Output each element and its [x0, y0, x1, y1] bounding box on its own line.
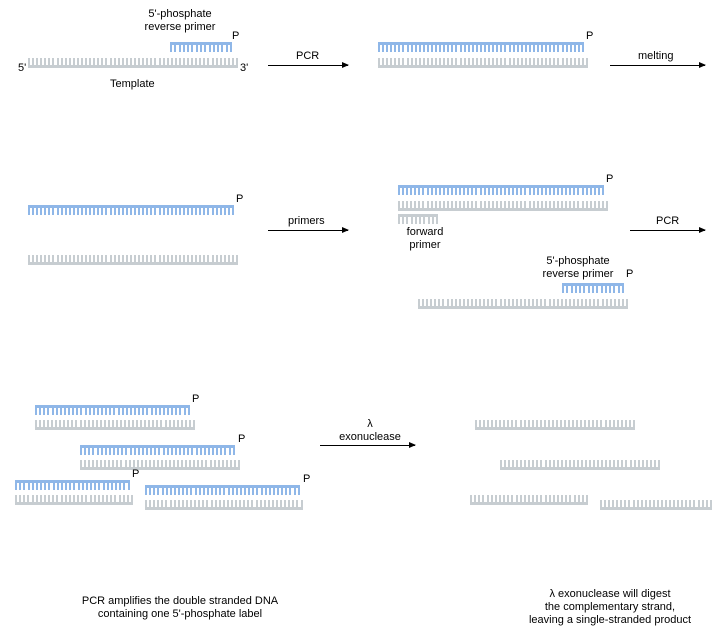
- dna-strand: [145, 500, 303, 510]
- process-arrow: [268, 230, 348, 231]
- diagram-label: P: [303, 473, 310, 486]
- diagram-label: forwardprimer: [400, 226, 450, 252]
- diagram-label: λ exonuclease will digestthe complementa…: [500, 588, 720, 628]
- diagram-label: 3': [240, 62, 248, 75]
- process-arrow: [320, 445, 415, 446]
- dna-strand: [600, 500, 712, 510]
- dna-strand: [28, 255, 238, 265]
- process-arrow: [610, 65, 705, 66]
- diagram-label: P: [232, 30, 239, 43]
- diagram-label: P: [238, 433, 245, 446]
- dna-strand: [398, 214, 438, 224]
- dna-strand: [378, 58, 588, 68]
- dna-strand: [475, 420, 635, 430]
- dna-strand: [170, 42, 232, 52]
- diagram-label: 5': [18, 62, 26, 75]
- diagram-label: P: [606, 173, 613, 186]
- diagram-label: PCR: [296, 50, 319, 63]
- process-arrow: [630, 230, 705, 231]
- diagram-label: primers: [288, 215, 325, 228]
- dna-strand: [470, 495, 588, 505]
- dna-strand: [15, 480, 130, 490]
- diagram-label: λexonuclease: [335, 418, 405, 444]
- dna-strand: [145, 485, 300, 495]
- dna-strand: [80, 445, 235, 455]
- dna-strand: [398, 185, 604, 195]
- diagram-label: PCR amplifies the double stranded DNAcon…: [60, 595, 300, 621]
- dna-strand: [15, 495, 133, 505]
- diagram-label: PCR: [656, 215, 679, 228]
- diagram-label: P: [626, 268, 633, 281]
- dna-strand: [28, 58, 238, 68]
- diagram-label: P: [236, 193, 243, 206]
- dna-strand: [378, 42, 584, 52]
- dna-strand: [35, 405, 190, 415]
- dna-strand: [562, 283, 624, 293]
- dna-strand: [398, 201, 608, 211]
- dna-strand: [418, 299, 628, 309]
- diagram-label: melting: [638, 50, 673, 63]
- process-arrow: [268, 65, 348, 66]
- diagram-label: P: [586, 30, 593, 43]
- diagram-label: P: [192, 393, 199, 406]
- diagram-label: P: [132, 468, 139, 481]
- dna-strand: [500, 460, 660, 470]
- diagram-label: 5'-phosphatereverse primer: [130, 8, 230, 34]
- dna-strand: [80, 460, 240, 470]
- dna-strand: [35, 420, 195, 430]
- dna-strand: [28, 205, 234, 215]
- diagram-label: 5'-phosphatereverse primer: [528, 255, 628, 281]
- diagram-label: Template: [110, 78, 155, 91]
